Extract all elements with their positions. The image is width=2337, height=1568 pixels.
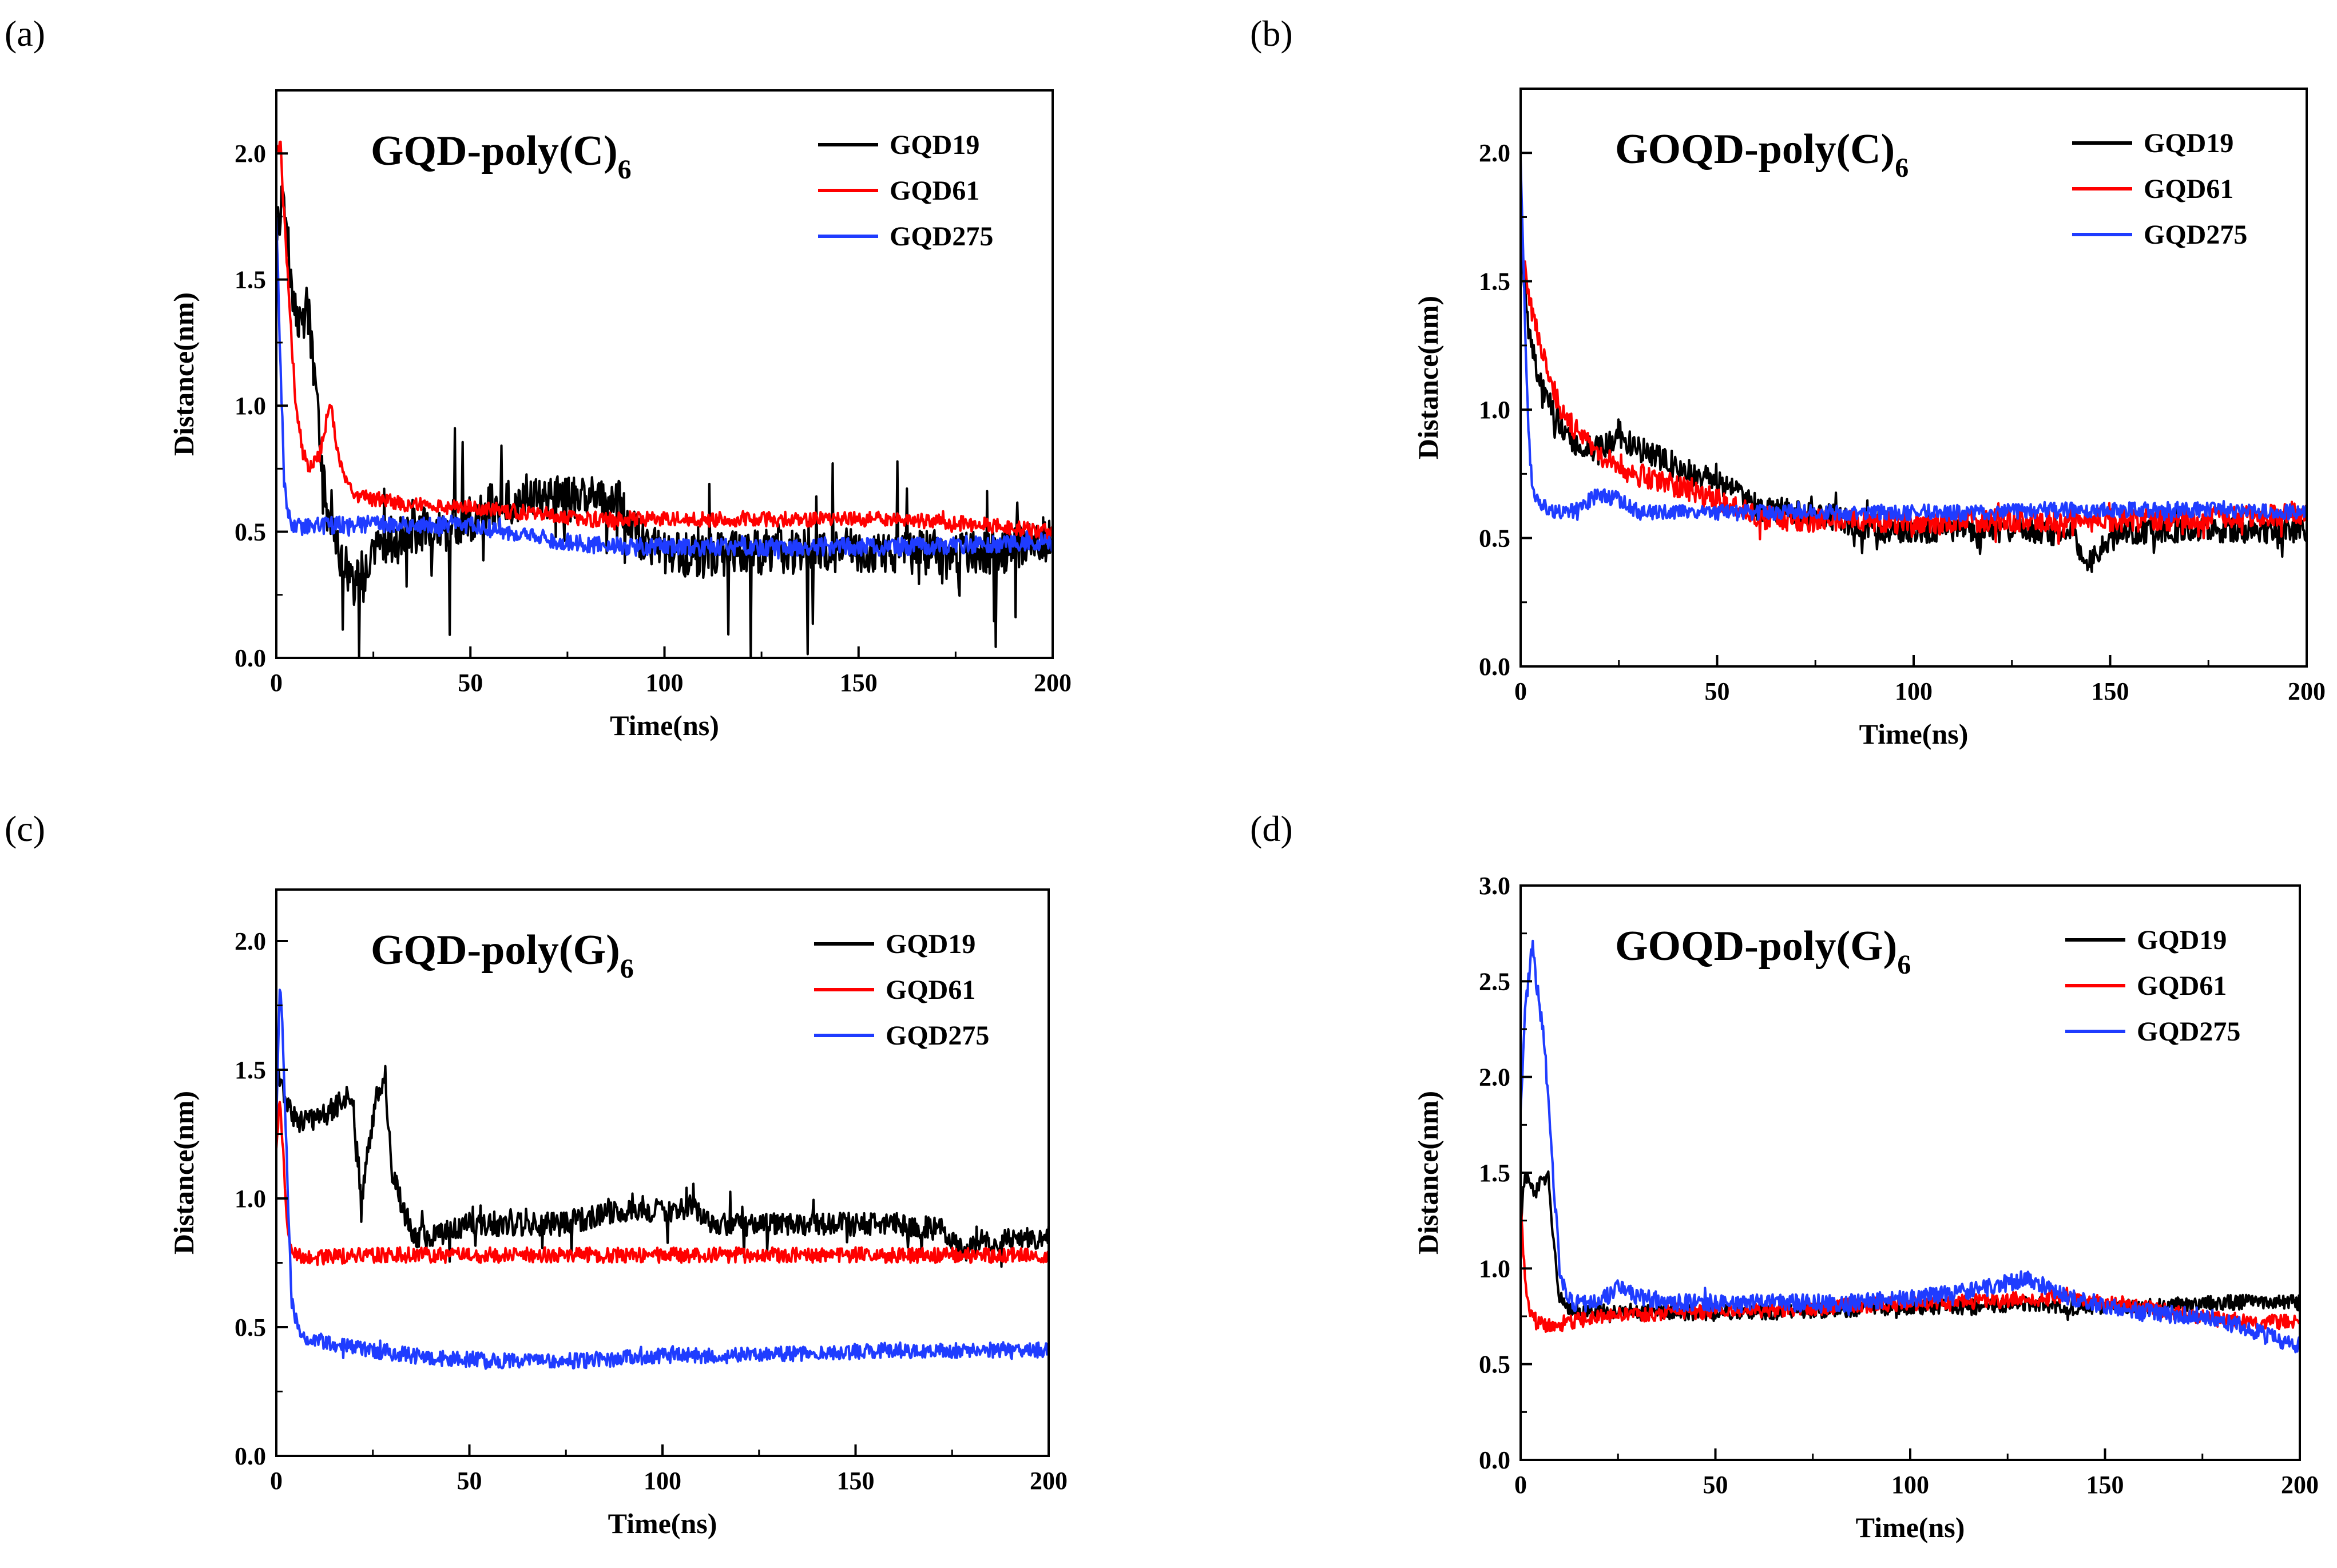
legend-label: GQD19 [2137, 925, 2227, 955]
series-group [1521, 939, 2300, 1353]
chart-title-text: GQD-poly(C) [371, 128, 618, 174]
chart-panel-2: (c) 0 50 100 150 200 0.0 0.5 1.0 1.5 2.0 Time(ns) Di… [5, 808, 1068, 1539]
y-tick-label: 0.0 [1479, 1446, 1510, 1474]
legend-label: GQD61 [2144, 174, 2233, 204]
y-tick-label: 0.5 [235, 1313, 266, 1341]
y-tick-label: 1.0 [1479, 1255, 1510, 1283]
y-tick-label: 1.0 [235, 1185, 266, 1213]
x-axis-label: Time(ns) [1856, 1511, 1965, 1543]
x-tick-label: 200 [2281, 1471, 2319, 1499]
y-axis-label: Distance(nm) [1412, 1091, 1444, 1255]
chart-title: GOQD-poly(G)6 [1615, 923, 1911, 980]
series-group [1521, 160, 2307, 573]
y-axis-label: Distance(nm) [1412, 296, 1444, 459]
legend-label: GQD61 [2137, 971, 2227, 1001]
x-tick-label: 150 [2086, 1471, 2124, 1499]
chart-panel-3: (d) 0 50 100 150 200 0.0 0.5 1.0 1.5 2.0 2.5 3.0 Time… [1250, 808, 2319, 1543]
panel-letter: (d) [1250, 808, 1293, 849]
y-tick-label: 0.5 [235, 518, 266, 546]
legend-label: GQD61 [886, 975, 975, 1005]
x-tick-label: 150 [837, 1467, 875, 1495]
x-tick-label: 0 [1514, 677, 1527, 705]
x-tick-label: 100 [644, 1467, 681, 1495]
x-tick-label: 50 [1703, 1471, 1728, 1499]
y-tick-label: 0.0 [235, 1442, 266, 1470]
legend-label: GQD275 [886, 1021, 989, 1051]
panel-letter: (a) [5, 13, 45, 54]
chart-title: GOQD-poly(C)6 [1615, 126, 1909, 183]
panel-letter: (b) [1250, 13, 1293, 54]
series-line-gqd61 [1521, 232, 2307, 545]
series-group [276, 140, 1053, 658]
chart-title-text: GOQD-poly(G) [1615, 923, 1897, 970]
series-line-gqd61 [276, 1101, 1049, 1267]
x-tick-label: 200 [2288, 677, 2326, 705]
chart-title-subscript: 6 [618, 154, 632, 185]
y-tick-label: 2.0 [235, 140, 266, 168]
chart-title-text: GOQD-poly(C) [1615, 126, 1895, 173]
y-tick-label: 2.0 [1479, 1063, 1510, 1091]
x-axis-label: Time(ns) [610, 709, 719, 741]
y-tick-label: 2.5 [1479, 967, 1510, 995]
legend-label: GQD19 [2144, 128, 2233, 158]
legend-label: GQD275 [2137, 1017, 2240, 1047]
x-axis-label: Time(ns) [1859, 718, 1969, 750]
chart-title-subscript: 6 [1897, 950, 1911, 980]
x-tick-label: 200 [1030, 1467, 1068, 1495]
x-tick-label: 50 [458, 669, 483, 697]
y-axis-label: Distance(nm) [168, 1091, 200, 1255]
x-tick-label: 150 [840, 669, 878, 697]
series-line-gqd19 [276, 185, 1053, 658]
series-line-gqd275 [276, 213, 1053, 560]
y-tick-label: 1.5 [235, 1056, 266, 1084]
y-tick-label: 3.0 [1479, 872, 1510, 900]
x-tick-label: 0 [270, 1467, 283, 1495]
y-tick-label: 0.5 [1479, 525, 1510, 553]
y-tick-label: 0.0 [1479, 653, 1510, 681]
y-tick-label: 1.5 [235, 266, 266, 294]
series-group [276, 989, 1049, 1370]
chart-title-subscript: 6 [620, 954, 634, 984]
y-tick-label: 0.0 [235, 644, 266, 672]
x-tick-label: 50 [457, 1467, 482, 1495]
y-axis-label: Distance(nm) [168, 292, 200, 456]
chart-title-text: GQD-poly(G) [371, 927, 620, 974]
y-tick-label: 1.5 [1479, 268, 1510, 296]
panel-letter: (c) [5, 808, 45, 849]
chart-title: GQD-poly(C)6 [371, 128, 632, 185]
legend-label: GQD275 [890, 221, 993, 252]
chart-title-subscript: 6 [1895, 153, 1909, 183]
x-tick-label: 0 [270, 669, 283, 697]
chart-panel-1: (b) 0 50 100 150 200 0.0 0.5 1.0 1.5 2.0 Time(ns) Di… [1250, 13, 2326, 750]
series-line-gqd275 [1521, 939, 2300, 1353]
legend-label: GQD19 [886, 929, 975, 959]
legend-label: GQD275 [2144, 220, 2247, 250]
x-axis-label: Time(ns) [608, 1507, 717, 1539]
y-tick-label: 2.0 [235, 927, 266, 955]
series-line-gqd275 [1521, 160, 2307, 523]
chart-title: GQD-poly(G)6 [371, 927, 634, 984]
x-tick-label: 100 [1895, 677, 1933, 705]
series-line-gqd275 [276, 989, 1049, 1370]
y-tick-label: 1.5 [1479, 1159, 1510, 1187]
series-line-gqd61 [276, 140, 1053, 544]
series-line-gqd19 [276, 1065, 1049, 1268]
y-tick-label: 2.0 [1479, 139, 1510, 167]
legend-label: GQD19 [890, 130, 979, 160]
y-tick-label: 1.0 [235, 392, 266, 420]
x-tick-label: 100 [1891, 1471, 1929, 1499]
x-tick-label: 0 [1514, 1471, 1527, 1499]
x-tick-label: 100 [646, 669, 684, 697]
x-tick-label: 50 [1705, 677, 1730, 705]
legend-label: GQD61 [890, 176, 979, 206]
x-tick-label: 200 [1034, 669, 1072, 697]
y-tick-label: 0.5 [1479, 1351, 1510, 1379]
y-tick-label: 1.0 [1479, 396, 1510, 424]
x-tick-label: 150 [2092, 677, 2129, 705]
chart-panel-0: (a) 0 50 100 150 200 0.0 0.5 1.0 1.5 2.0 Time(ns) Di… [5, 13, 1072, 741]
